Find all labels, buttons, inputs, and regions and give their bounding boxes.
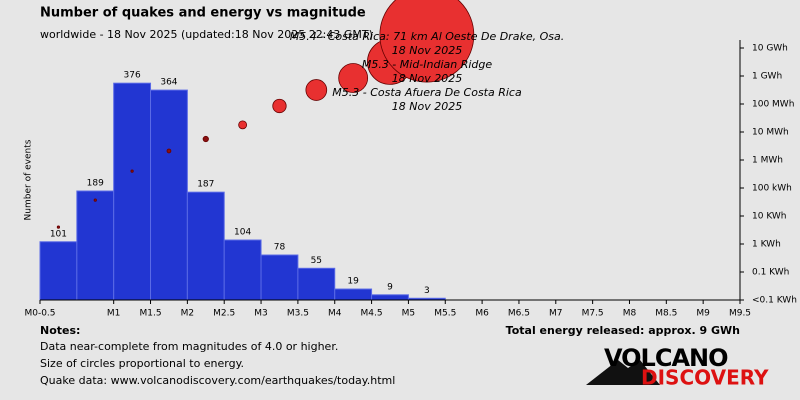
bar [113,82,152,301]
x-tick-label: M3 [254,309,268,319]
y2-tick-label: 10 KWh [752,212,787,222]
energy-circle [56,225,61,229]
energy-circle [166,148,172,154]
total-energy: Total energy released: approx. 9 GWh [506,324,740,337]
note: Quake data: www.volcanodiscovery.com/ear… [40,374,395,387]
x-tick-label: M6 [475,309,489,319]
x-tick-label: M9.5 [729,309,751,319]
x-tick-label: M1 [107,309,121,319]
y2-tick-label: 100 kWh [752,184,792,194]
bar-value-label: 187 [197,180,214,190]
bar-value-label: 55 [311,256,322,266]
note: Data near-complete from magnitudes of 4.… [40,340,338,353]
logo-mountain [586,360,660,385]
bar-value-label: 189 [87,179,104,189]
x-tick-label: M1.5 [139,309,161,319]
bar [39,241,78,301]
energy-circle [338,63,369,93]
x-tick-label: M4.5 [361,309,383,319]
chart-title: Number of quakes and energy vs magnitude [40,6,366,21]
bar-value-label: 364 [160,78,177,88]
y2-tick-label: <0.1 KWh [752,296,797,306]
bar [186,191,225,301]
bar [260,254,299,301]
x-tick-label: M5.5 [434,309,456,319]
x-tick-label: M0-0.5 [24,309,55,319]
x-tick-label: M8.5 [655,309,677,319]
x-tick-label: M2 [181,309,195,319]
energy-circle [93,198,97,202]
annotation: 18 Nov 2025 [392,72,462,85]
x-tick-label: M8 [623,309,637,319]
energy-circle [305,79,328,101]
y2-tick-label: 10 GWh [752,44,788,54]
y2-tick-label: 1 MWh [752,156,783,166]
x-tick-label: M2.5 [213,309,235,319]
bar-value-label: 104 [234,228,251,238]
bar [334,288,373,301]
annotation: M5.3 - Costa Afuera De Costa Rica [332,86,522,99]
bar [76,190,115,301]
x-tick-label: M7 [549,309,563,319]
y2-tick-label: 1 KWh [752,240,781,250]
y-axis-label: Number of events [24,139,34,220]
x-tick-label: M4 [328,309,342,319]
annotation: 18 Nov 2025 [392,100,462,113]
bar-value-label: 19 [347,277,359,287]
x-tick-label: M9 [696,309,710,319]
energy-circle [379,0,475,83]
bar [371,294,409,301]
x-tick-label: M6.5 [508,309,530,319]
logo-top: VOLCANO [604,344,728,372]
annotation: M5.3 - Mid-Indian Ridge [362,58,493,71]
energy-circle [238,120,248,130]
x-tick-label: M3.5 [287,309,309,319]
bar-value-label: 78 [274,243,286,253]
bar-value-label: 3 [424,286,430,296]
annotation: M5.4 - Costa Rica: 71 km Al Oeste De Dra… [290,30,564,43]
bar [297,267,336,301]
y2-tick-label: 10 MWh [752,128,789,138]
bar [150,89,188,301]
y2-tick-label: 1 GWh [752,72,782,82]
note: Size of circles proportional to energy. [40,357,244,370]
annotation: 18 Nov 2025 [392,44,462,57]
y2-tick-label: 0.1 KWh [752,268,789,278]
y2-tick-label: 100 MWh [752,100,794,110]
energy-circle [130,169,134,173]
energy-circle [202,135,209,143]
energy-circle [272,98,287,114]
bar-value-label: 101 [50,229,67,239]
bar-value-label: 376 [124,71,141,81]
x-tick-label: M5 [402,309,416,319]
bar [223,239,262,301]
x-tick-label: M7.5 [582,309,604,319]
logo-bottom: DISCOVERY [641,366,769,390]
chart-subtitle: worldwide - 18 Nov 2025 (updated:18 Nov … [40,28,373,41]
notes-heading: Notes: [40,324,80,337]
bar-value-label: 9 [387,282,393,292]
